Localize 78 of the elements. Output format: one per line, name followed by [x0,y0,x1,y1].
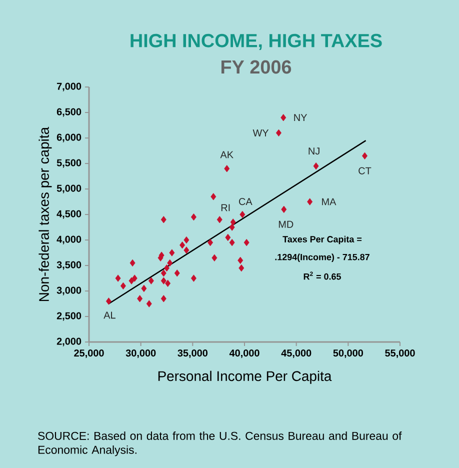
y-tick-label: 2,500 [56,312,82,321]
point [225,234,231,242]
point [224,165,230,172]
annotation: AL [104,312,116,319]
point [130,259,136,267]
point [230,218,236,226]
point [307,198,313,206]
x-tick-label: 35,000 [178,350,208,358]
annotation: MA [322,198,336,206]
point [169,249,175,256]
chart-subtitle: FY 2006 [221,60,292,74]
x-tick-label: 55,000 [385,350,415,358]
point [238,256,244,264]
x-tick-label: 25,000 [74,350,104,358]
annotation: R$^{2}$ = 0.65 [304,272,341,280]
point [280,114,286,122]
point [165,280,171,287]
annotation: .1294(Income) - 715.87 [275,254,370,262]
y-tick-label: 3,000 [56,286,82,296]
point [210,193,216,200]
y-axis-title: Non-federal taxes per capita [38,126,52,301]
y-tick-label: 3,500 [56,261,82,270]
point [132,274,138,282]
point [115,274,121,282]
point [148,277,154,284]
x-tick-label: 30,000 [126,350,156,358]
point [184,246,190,254]
y-tick-label: 6,500 [56,108,82,117]
point [174,270,180,277]
point [160,216,166,224]
y-tick-label: 5,500 [56,159,82,168]
annotation: RI [221,204,230,212]
x-tick-label: 50,000 [333,350,363,358]
point [276,129,282,136]
point [146,300,152,308]
y-tick-label: 7,000 [56,82,82,92]
source-note: SOURCE: Based on data from the U.S. Census Bureau and Bureau of Economic Analysis. [38,432,402,456]
point [160,277,166,284]
point [216,216,222,224]
point [240,210,246,218]
y-tick-label: 2,000 [56,338,82,346]
point [190,213,196,221]
point [281,206,287,213]
point [244,238,250,246]
point [141,284,147,292]
point [160,270,166,277]
point [137,295,143,302]
point [128,277,134,284]
point [362,152,368,160]
y-tick-label: 6,000 [56,134,82,142]
point [208,238,214,246]
annotation: NY [294,114,308,122]
annotation: WY [252,129,269,136]
point [212,254,218,262]
point [190,274,196,282]
point [238,264,244,272]
point [180,242,186,249]
annotation: Taxes Per Capita = [282,236,362,244]
annotation: AK [220,151,234,158]
y-tick-label: 4,000 [56,236,82,244]
point [160,295,166,302]
point [229,224,235,231]
annotation: MD [278,220,294,228]
annotation: NJ [308,148,320,155]
point [229,238,235,246]
y-tick-label: 5,000 [56,184,82,194]
point [120,282,126,290]
x-tick-label: 40,000 [229,350,260,358]
annotation: CT [358,167,372,174]
point [167,259,173,267]
y-tick-label: 4,500 [56,210,82,219]
chart-title: HIGH INCOME, HIGH TAXES [130,34,382,50]
point [106,298,112,305]
annotation: CA [238,198,252,206]
point [313,162,319,170]
x-axis-title: Personal Income Per Capita [158,370,332,384]
x-tick-label: 45,000 [281,350,312,358]
point [184,236,190,244]
